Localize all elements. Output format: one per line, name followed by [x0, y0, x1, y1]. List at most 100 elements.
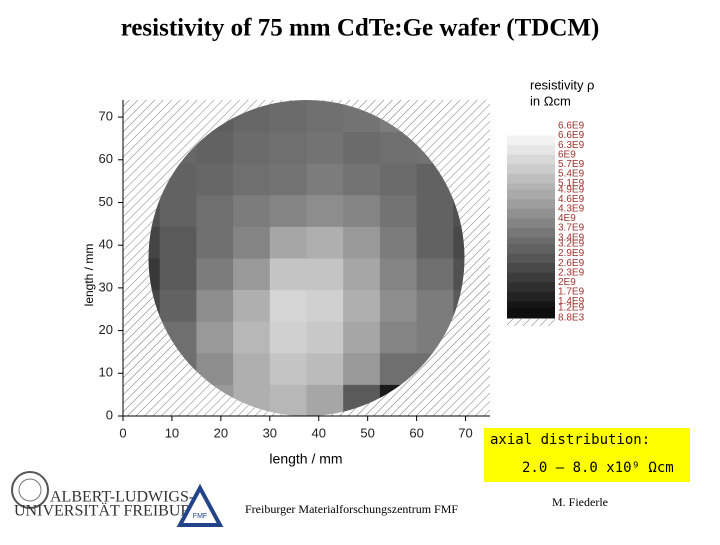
heatmap-cell — [306, 131, 344, 164]
y-tick-label: 60 — [99, 151, 113, 166]
heatmap-cell — [379, 226, 418, 259]
colorbar-tick-label: 1.4E9 — [558, 296, 585, 307]
colorbar-tick-label: 2.6E9 — [558, 258, 585, 269]
colorbar-step — [507, 237, 555, 245]
y-tick-label: 70 — [99, 109, 113, 124]
heatmap-cell — [148, 226, 161, 259]
colorbar-step — [507, 164, 555, 175]
heatmap-cell — [416, 226, 454, 259]
x-tick-label: 70 — [458, 425, 472, 440]
heatmap-cell — [379, 258, 418, 291]
colorbar-tick-label: 4.9E9 — [558, 184, 585, 195]
x-tick-label: 0 — [119, 425, 126, 440]
heatmap-cell — [159, 226, 197, 259]
university-logo — [11, 471, 49, 509]
heatmap-cell — [233, 321, 271, 354]
heatmap-cell — [196, 258, 234, 291]
logo-text: FMF — [193, 513, 207, 520]
heatmap-cell — [306, 289, 344, 322]
y-tick-label: 30 — [99, 279, 113, 294]
heatmap-cell — [159, 289, 197, 322]
heatmap-cell — [233, 163, 271, 196]
colorbar-tick-label: 6.6E9 — [558, 121, 585, 132]
colorbar-tick-label: 3.7E9 — [558, 223, 585, 234]
colorbar-tick-label: 6E9 — [558, 149, 576, 160]
heatmap-cell — [343, 289, 381, 322]
colorbar-step — [507, 208, 555, 219]
colorbar-tick-label: 2.3E9 — [558, 267, 585, 278]
colorbar-step — [507, 218, 555, 229]
university-name: UNIVERSITÄT FREIBURG — [14, 502, 203, 520]
x-tick-label: 30 — [263, 425, 277, 440]
colorbar-hatch — [507, 318, 555, 326]
annotation: 2.0 – 8.0 x10⁹ Ωcm — [522, 460, 674, 476]
x-axis-label: length / mm — [269, 451, 342, 467]
heatmap-cell — [196, 321, 234, 354]
heatmap-cell — [379, 163, 418, 196]
y-tick-label: 0 — [106, 407, 113, 422]
colorbar-tick-label: 8.8E3 — [558, 313, 585, 324]
colorbar-tick-label: 3.4E9 — [558, 232, 585, 243]
heatmap-cell — [306, 352, 344, 385]
heatmap-cell — [306, 321, 344, 354]
heatmap-cell — [306, 163, 344, 196]
colorbar-step — [507, 126, 555, 137]
colorbar-step — [507, 244, 555, 255]
y-tick-label: 10 — [99, 365, 113, 380]
colorbar-step — [507, 253, 555, 264]
colorbar-step — [507, 301, 555, 309]
colorbar-step — [507, 154, 555, 165]
colorbar-tick-label: 6.6E9 — [558, 130, 585, 141]
heatmap-cell — [379, 289, 418, 322]
heatmap-cell — [269, 163, 307, 196]
heatmap-cell — [269, 100, 307, 133]
heatmap-cell — [306, 226, 344, 259]
heatmap-cell — [343, 321, 381, 354]
heatmap-cell — [233, 131, 271, 164]
colorbar-tick-label: 2E9 — [558, 277, 576, 288]
heatmap-cell — [196, 194, 234, 227]
heatmap-cell — [159, 194, 197, 227]
colorbar-step — [507, 199, 555, 210]
heatmap-cell — [233, 194, 271, 227]
heatmap-cell — [416, 289, 454, 322]
colorbar-step — [507, 291, 555, 302]
heatmap-cell — [453, 226, 465, 259]
chart-title: resistivity of 75 mm CdTe:Ge wafer (TDCM… — [121, 15, 600, 42]
heatmap-cell — [269, 352, 307, 385]
colorbar-tick-label: 5.4E9 — [558, 168, 585, 179]
colorbar-tick-label: 1.2E9 — [558, 302, 585, 313]
colorbar-step — [507, 135, 555, 146]
colorbar-tick-label: 5.1E9 — [558, 178, 585, 189]
heatmap-cell — [196, 289, 234, 322]
heatmap-cell — [343, 258, 381, 291]
colorbar-tick-label: 6.3E9 — [558, 140, 585, 151]
heatmap-cell — [306, 100, 344, 133]
annotation: axial distribution: — [490, 432, 650, 448]
heatmap-cell — [269, 289, 307, 322]
heatmap-cell — [343, 226, 381, 259]
heatmap-cell — [159, 258, 197, 291]
annotation-box — [484, 428, 690, 482]
heatmap-cell — [453, 258, 465, 291]
heatmap-cell — [306, 258, 344, 291]
heatmap-cell — [196, 163, 234, 196]
x-tick-label: 60 — [409, 425, 423, 440]
colorbar-step — [507, 173, 555, 184]
colorbar-tick-label: 4.6E9 — [558, 194, 585, 205]
colorbar-tick-label: 4E9 — [558, 213, 576, 224]
heatmap-cell — [269, 194, 307, 227]
heatmap-cell — [306, 194, 344, 227]
heatmap-cell — [233, 289, 271, 322]
heatmap-cell — [269, 384, 307, 416]
heatmap-cell — [343, 131, 381, 164]
colorbar-step — [507, 307, 555, 319]
colorbar-tick-label: 5.7E9 — [558, 159, 585, 170]
institute: Freiburger Materialforschungszentrum FMF — [245, 502, 458, 516]
fmf-logo: FMF — [176, 483, 224, 527]
heatmap-cell — [343, 194, 381, 227]
heatmap-cell — [416, 258, 454, 291]
colorbar-step — [507, 282, 555, 293]
